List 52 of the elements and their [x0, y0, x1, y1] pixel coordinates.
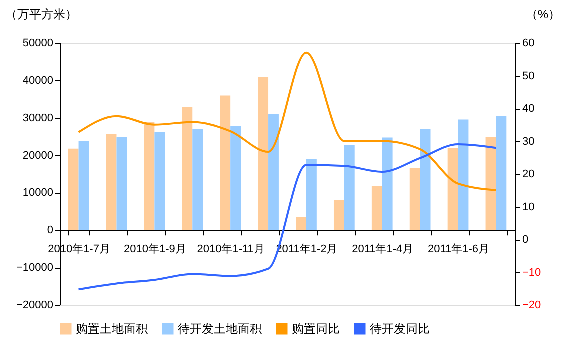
x-tick-label: 2010年1-9月 — [124, 244, 186, 256]
bar — [458, 120, 469, 230]
bar — [496, 116, 507, 230]
legend-label: 购置同比 — [292, 322, 340, 336]
bar — [144, 122, 155, 230]
bar — [382, 138, 393, 230]
bar — [410, 168, 420, 230]
x-tick-label: 2010年1-11月 — [197, 244, 265, 256]
y-tick-label: 0 — [47, 224, 54, 237]
y2-tick-label: 10 — [522, 201, 535, 214]
bar — [258, 77, 269, 230]
bar — [78, 141, 90, 230]
y-tick-label: 30000 — [22, 112, 54, 124]
y2-tick-label: 0 — [522, 234, 529, 246]
y-tick-label: 20000 — [22, 150, 54, 162]
y2-tick-label: 30 — [522, 136, 535, 148]
bar — [268, 114, 279, 230]
bar — [486, 136, 496, 230]
y2-tick-label: 60 — [522, 38, 535, 50]
y-tick-label: −10000 — [16, 262, 54, 274]
legend-label: 待开发同比 — [370, 322, 430, 336]
bar — [116, 136, 128, 230]
bar — [306, 159, 317, 230]
bar — [192, 129, 204, 230]
bar — [182, 107, 193, 230]
y2-axis-title: （%） — [526, 8, 560, 22]
y-axis-title: （万平方米） — [6, 8, 78, 22]
bar — [68, 148, 79, 230]
x-tick-label: 2011年1-4月 — [352, 244, 414, 256]
bar — [296, 217, 306, 230]
y2-tick-label: 40 — [522, 103, 535, 115]
bar — [220, 96, 231, 230]
y2-tick-label: 20 — [522, 168, 535, 180]
y-tick-label: 10000 — [22, 187, 54, 200]
y2-tick-label: 50 — [522, 70, 535, 82]
y2-tick-label: −10 — [522, 266, 542, 279]
bar — [154, 132, 166, 230]
line-series — [78, 52, 498, 192]
bar — [334, 200, 344, 230]
bar — [448, 148, 458, 230]
y-tick-label: 40000 — [22, 74, 54, 87]
bar — [372, 186, 382, 230]
legend-label: 购置土地面积 — [76, 322, 148, 336]
bar — [106, 134, 117, 230]
y-tick-label: −20000 — [16, 300, 54, 312]
y2-tick-label: −20 — [522, 300, 542, 312]
y-tick-label: 50000 — [22, 38, 54, 50]
bar — [344, 146, 355, 230]
x-tick-label: 2011年1-6月 — [428, 244, 490, 256]
legend-label: 待开发土地面积 — [178, 322, 262, 336]
bar — [420, 129, 431, 230]
bar — [230, 126, 242, 230]
